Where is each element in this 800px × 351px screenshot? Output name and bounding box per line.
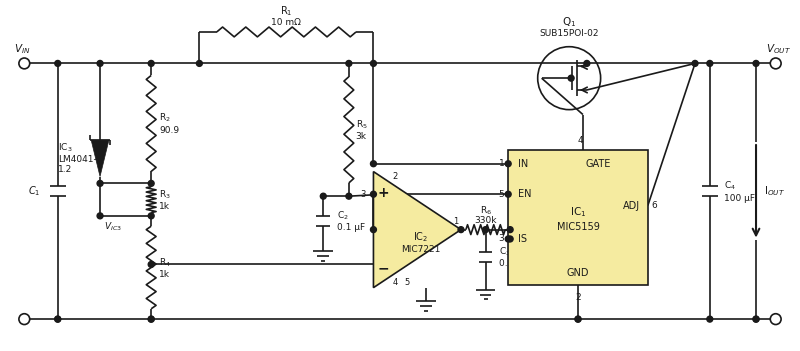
Text: 330k: 330k <box>474 216 497 225</box>
Text: I$_{OUT}$: I$_{OUT}$ <box>764 184 785 198</box>
Circle shape <box>507 236 513 242</box>
Text: IC$_2$: IC$_2$ <box>414 231 429 244</box>
Text: 2: 2 <box>575 293 581 302</box>
Text: 1: 1 <box>454 217 458 226</box>
Circle shape <box>584 60 590 66</box>
Text: −: − <box>378 261 389 276</box>
Circle shape <box>370 161 376 167</box>
Circle shape <box>54 316 61 322</box>
Circle shape <box>575 316 581 322</box>
Text: R$_5$
3k: R$_5$ 3k <box>356 118 367 141</box>
Circle shape <box>320 193 326 199</box>
Text: 3: 3 <box>360 190 366 199</box>
Polygon shape <box>91 140 109 177</box>
Text: MIC5159: MIC5159 <box>557 222 599 232</box>
Text: 5: 5 <box>405 278 410 287</box>
Circle shape <box>370 60 376 66</box>
Circle shape <box>148 316 154 322</box>
Circle shape <box>575 316 581 322</box>
Circle shape <box>458 227 464 233</box>
Text: C$_4$
100 μF: C$_4$ 100 μF <box>723 180 754 203</box>
Circle shape <box>370 191 376 197</box>
Text: 4: 4 <box>393 278 398 287</box>
Text: $V_{IN}$: $V_{IN}$ <box>14 42 30 55</box>
Text: C$_3$
0.1 μF: C$_3$ 0.1 μF <box>499 245 527 268</box>
FancyBboxPatch shape <box>508 150 648 285</box>
Circle shape <box>54 60 61 66</box>
Text: EN: EN <box>518 189 531 199</box>
Text: 10 mΩ: 10 mΩ <box>271 18 302 27</box>
Circle shape <box>753 316 759 322</box>
Text: IC$_3$
LM4041-
1.2: IC$_3$ LM4041- 1.2 <box>58 141 97 174</box>
Circle shape <box>346 60 352 66</box>
Text: IC$_1$: IC$_1$ <box>570 206 586 219</box>
Circle shape <box>482 227 489 233</box>
Text: SUB15POI-02: SUB15POI-02 <box>539 29 599 38</box>
Circle shape <box>346 193 352 199</box>
Circle shape <box>506 161 511 167</box>
Circle shape <box>707 60 713 66</box>
Text: IN: IN <box>518 159 528 169</box>
Polygon shape <box>374 172 461 288</box>
Text: 4: 4 <box>577 136 582 145</box>
Circle shape <box>148 213 154 219</box>
Text: R$_4$
1k: R$_4$ 1k <box>159 256 171 279</box>
Text: R$_6$: R$_6$ <box>479 204 492 217</box>
Circle shape <box>506 191 511 197</box>
Circle shape <box>148 261 154 267</box>
Text: GND: GND <box>566 268 590 278</box>
Circle shape <box>97 60 103 66</box>
Circle shape <box>692 60 698 66</box>
Text: MIC7221: MIC7221 <box>402 245 441 254</box>
Text: $V_{IC3}$: $V_{IC3}$ <box>104 221 122 233</box>
Circle shape <box>148 180 154 186</box>
Text: GATE: GATE <box>586 159 611 169</box>
Circle shape <box>197 60 202 66</box>
Circle shape <box>370 227 376 233</box>
Text: Q$_1$: Q$_1$ <box>562 15 576 29</box>
Circle shape <box>97 180 103 186</box>
Circle shape <box>148 316 154 322</box>
Circle shape <box>568 75 574 81</box>
Circle shape <box>753 60 759 66</box>
Text: 5: 5 <box>498 190 504 199</box>
Circle shape <box>506 236 511 242</box>
Text: +: + <box>378 186 389 200</box>
Circle shape <box>507 227 513 233</box>
Text: C$_2$
0.1 μF: C$_2$ 0.1 μF <box>337 209 365 232</box>
Text: 2: 2 <box>393 172 398 181</box>
Text: 1: 1 <box>498 159 504 168</box>
Text: 3: 3 <box>498 234 504 244</box>
Circle shape <box>753 316 759 322</box>
Circle shape <box>97 213 103 219</box>
Circle shape <box>148 60 154 66</box>
Circle shape <box>54 316 61 322</box>
Circle shape <box>707 316 713 322</box>
Text: IS: IS <box>518 234 527 244</box>
Text: 6: 6 <box>652 201 658 210</box>
Text: $C_1$: $C_1$ <box>28 184 40 198</box>
Text: R$_3$
1k: R$_3$ 1k <box>159 188 171 211</box>
Text: $V_{OUT}$: $V_{OUT}$ <box>766 42 791 55</box>
Text: R$_1$: R$_1$ <box>280 4 293 18</box>
Text: ADJ: ADJ <box>623 200 640 211</box>
Text: R$_2$
90.9: R$_2$ 90.9 <box>159 112 179 135</box>
